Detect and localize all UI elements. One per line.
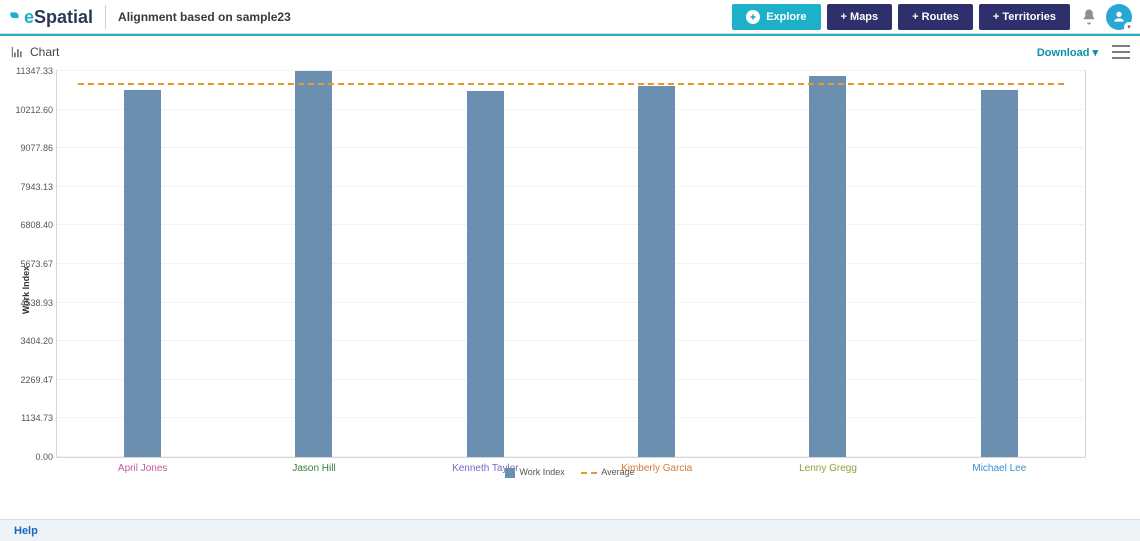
- territories-button-label: + Territories: [993, 11, 1056, 23]
- legend-swatch-work-index: [505, 468, 515, 478]
- top-bar: eSpatial Alignment based on sample23 Exp…: [0, 0, 1140, 34]
- maps-button[interactable]: + Maps: [827, 4, 893, 30]
- logo-text-e: e: [24, 5, 34, 29]
- maps-button-label: + Maps: [841, 11, 879, 23]
- notifications-icon[interactable]: [1080, 8, 1098, 26]
- chart-header: Chart Download ▾: [0, 36, 1140, 64]
- user-icon: [1111, 9, 1127, 25]
- y-gridline: [57, 147, 1085, 148]
- bar[interactable]: [295, 71, 332, 457]
- compass-icon: [746, 10, 760, 24]
- y-tick-label: 2269.47: [20, 375, 53, 385]
- y-gridline: [57, 340, 1085, 341]
- legend: Work Index Average: [0, 467, 1140, 478]
- territories-button[interactable]: + Territories: [979, 4, 1070, 30]
- routes-button[interactable]: + Routes: [898, 4, 973, 30]
- legend-swatch-average: [581, 472, 597, 474]
- average-line: [78, 83, 1065, 85]
- bar[interactable]: [809, 76, 846, 457]
- y-tick-label: 1134.73: [21, 413, 53, 423]
- y-gridline: [57, 417, 1085, 418]
- bar[interactable]: [638, 86, 675, 457]
- logo-mark-icon: [8, 6, 22, 20]
- y-gridline: [57, 456, 1085, 457]
- bar[interactable]: [124, 90, 161, 457]
- y-tick-label: 6808.40: [20, 220, 53, 230]
- logo-text-rest: Spatial: [34, 5, 93, 29]
- download-link[interactable]: Download ▾: [1037, 46, 1098, 59]
- y-gridline: [57, 70, 1085, 71]
- y-tick-label: 4538.93: [20, 298, 53, 308]
- y-tick-label: 11347.33: [16, 66, 53, 76]
- breadcrumb: Alignment based on sample23: [118, 10, 291, 24]
- y-gridline: [57, 302, 1085, 303]
- help-link[interactable]: Help: [14, 525, 38, 537]
- y-tick-label: 9077.86: [20, 143, 53, 153]
- chevron-down-icon: ▾: [1124, 22, 1134, 32]
- y-gridline: [57, 109, 1085, 110]
- legend-label-work-index: Work Index: [519, 467, 564, 477]
- bar[interactable]: [981, 90, 1018, 457]
- chart-area: Work Index 0.001134.732269.473404.204538…: [0, 64, 1140, 516]
- explore-button-label: Explore: [766, 11, 806, 23]
- y-tick-label: 10212.60: [15, 105, 53, 115]
- y-gridline: [57, 224, 1085, 225]
- user-avatar[interactable]: ▾: [1106, 4, 1132, 30]
- bar[interactable]: [467, 91, 504, 457]
- footer: Help: [0, 519, 1140, 541]
- plot-region: 0.001134.732269.473404.204538.935673.676…: [56, 70, 1086, 458]
- menu-icon[interactable]: [1112, 45, 1130, 59]
- routes-button-label: + Routes: [912, 11, 959, 23]
- y-tick-label: 3404.20: [20, 336, 53, 346]
- y-gridline: [57, 379, 1085, 380]
- logo[interactable]: eSpatial: [8, 5, 106, 29]
- y-tick-label: 0.00: [35, 452, 53, 462]
- y-gridline: [57, 186, 1085, 187]
- y-tick-label: 5673.67: [20, 259, 53, 269]
- explore-button[interactable]: Explore: [732, 4, 820, 30]
- legend-label-average: Average: [601, 467, 634, 477]
- y-gridline: [57, 263, 1085, 264]
- bar-chart-icon: [10, 45, 24, 59]
- chart-title: Chart: [30, 45, 59, 59]
- y-tick-label: 7943.13: [20, 182, 53, 192]
